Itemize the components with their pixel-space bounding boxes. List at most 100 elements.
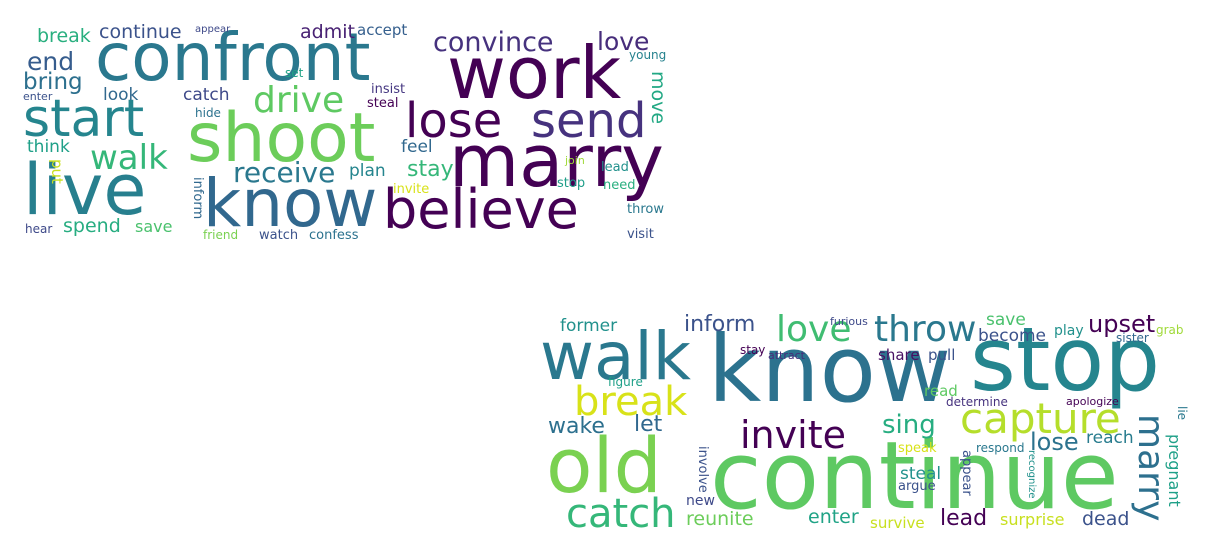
cloud-word: save: [986, 310, 1026, 330]
cloud-word: look: [103, 85, 139, 105]
cloud-word: throw: [874, 309, 977, 350]
cloud-word: marry: [1130, 414, 1171, 522]
cloud-word: lead: [940, 506, 988, 531]
cloud-word: become: [978, 326, 1047, 346]
cloud-word: walk: [90, 138, 168, 178]
cloud-word: sister: [1116, 331, 1149, 345]
cloud-word: accept: [357, 21, 408, 39]
cloud-word: former: [560, 316, 618, 336]
cloud-word: love: [776, 309, 852, 350]
cloud-word: sing: [882, 410, 936, 440]
cloud-word: furious: [830, 315, 868, 328]
cloud-word: end: [27, 47, 75, 76]
cloud-word: pregnant: [1165, 434, 1184, 507]
cloud-word: catch: [183, 85, 230, 105]
cloud-word: dead: [1082, 508, 1130, 530]
cloud-word: drive: [253, 80, 345, 121]
cloud-word: confess: [309, 228, 359, 243]
cloud-word: steal: [367, 96, 399, 111]
cloud-word: spend: [63, 215, 121, 237]
cloud-word: think: [27, 137, 70, 157]
cloud-word: marry: [449, 119, 664, 203]
cloud-word: confront: [95, 19, 371, 96]
word-cloud-2: know stop walk continue old break captur…: [540, 310, 1200, 540]
cloud-word: attract: [768, 349, 805, 362]
cloud-word: steal: [900, 464, 942, 484]
cloud-word: hear: [25, 222, 53, 236]
cloud-word: live: [23, 149, 147, 231]
cloud-word: upset: [1088, 310, 1156, 338]
cloud-word: read: [924, 382, 958, 400]
cloud-word: watch: [259, 228, 299, 243]
cloud-word: lose: [405, 93, 503, 149]
cloud-word: lose: [1030, 428, 1079, 456]
cloud-word: shoot: [187, 99, 376, 178]
cloud-word: apologize: [1066, 395, 1119, 408]
cloud-word: break: [574, 379, 688, 425]
cloud-word: love: [597, 27, 650, 56]
cloud-word: send: [531, 93, 647, 149]
word-cloud-1: confront work shoot marry live know beli…: [15, 15, 685, 247]
cloud-word: play: [1054, 323, 1084, 339]
cloud-word: old: [546, 421, 662, 510]
cloud-word: appear: [195, 24, 231, 35]
cloud-word: join: [565, 154, 585, 167]
cloud-word: enter: [808, 506, 859, 528]
cloud-word: survive: [870, 514, 925, 532]
cloud-word: know: [203, 165, 378, 242]
cloud-word: respond: [976, 441, 1025, 455]
cloud-word: need: [603, 178, 636, 193]
cloud-word: convince: [433, 27, 554, 58]
cloud-word: visit: [627, 227, 654, 242]
cloud-word: catch: [566, 491, 676, 537]
cloud-word: figure: [608, 375, 643, 389]
cloud-word: stay: [407, 157, 454, 182]
cloud-word: surprise: [1000, 510, 1065, 529]
cloud-word: enter: [23, 90, 53, 103]
cloud-word: move: [647, 71, 669, 125]
cloud-word: stop: [970, 308, 1161, 411]
cloud-word: insist: [371, 82, 406, 97]
cloud-word: break: [37, 25, 91, 47]
cloud-word: hide: [195, 106, 221, 120]
cloud-word: invite: [740, 413, 846, 457]
cloud-word: know: [708, 316, 952, 423]
cloud-word: stop: [557, 176, 586, 191]
cloud-word: recognize: [1026, 450, 1037, 499]
cloud-word: inform: [190, 177, 205, 220]
cloud-word: feel: [401, 137, 433, 157]
cloud-word: start: [23, 89, 145, 149]
cloud-word: admit: [300, 21, 355, 43]
cloud-word: determine: [946, 395, 1008, 409]
cloud-word: let: [634, 412, 663, 437]
cloud-word: speak: [898, 441, 937, 456]
cloud-word: friend: [203, 228, 239, 242]
cloud-word: set: [285, 66, 304, 80]
cloud-word: bring: [23, 69, 83, 95]
cloud-word: young: [629, 48, 667, 62]
cloud-word: capture: [960, 394, 1121, 443]
cloud-word: involve: [695, 446, 710, 493]
cloud-word: save: [135, 217, 173, 236]
cloud-word: put: [48, 159, 66, 184]
cloud-word: inform: [684, 312, 756, 337]
cloud-word: wake: [548, 414, 605, 439]
cloud-word: invite: [393, 182, 430, 197]
cloud-word: throw: [627, 202, 664, 217]
cloud-word: pull: [928, 346, 956, 364]
cloud-word: reunite: [686, 508, 754, 530]
cloud-word: grab: [1156, 323, 1184, 337]
cloud-word: walk: [540, 318, 691, 395]
cloud-word: believe: [383, 178, 579, 241]
cloud-word: stay: [740, 343, 766, 357]
cloud-word: continue: [99, 21, 182, 43]
cloud-word: continue: [710, 422, 1119, 531]
cloud-word: reach: [1086, 428, 1134, 448]
cloud-word: lead: [601, 160, 629, 175]
cloud-word: work: [447, 31, 622, 115]
cloud-word: receive: [233, 156, 336, 189]
cloud-word: new: [686, 493, 715, 509]
cloud-word: plan: [349, 161, 386, 181]
cloud-word: appear: [959, 450, 974, 496]
cloud-word: share: [878, 346, 920, 364]
